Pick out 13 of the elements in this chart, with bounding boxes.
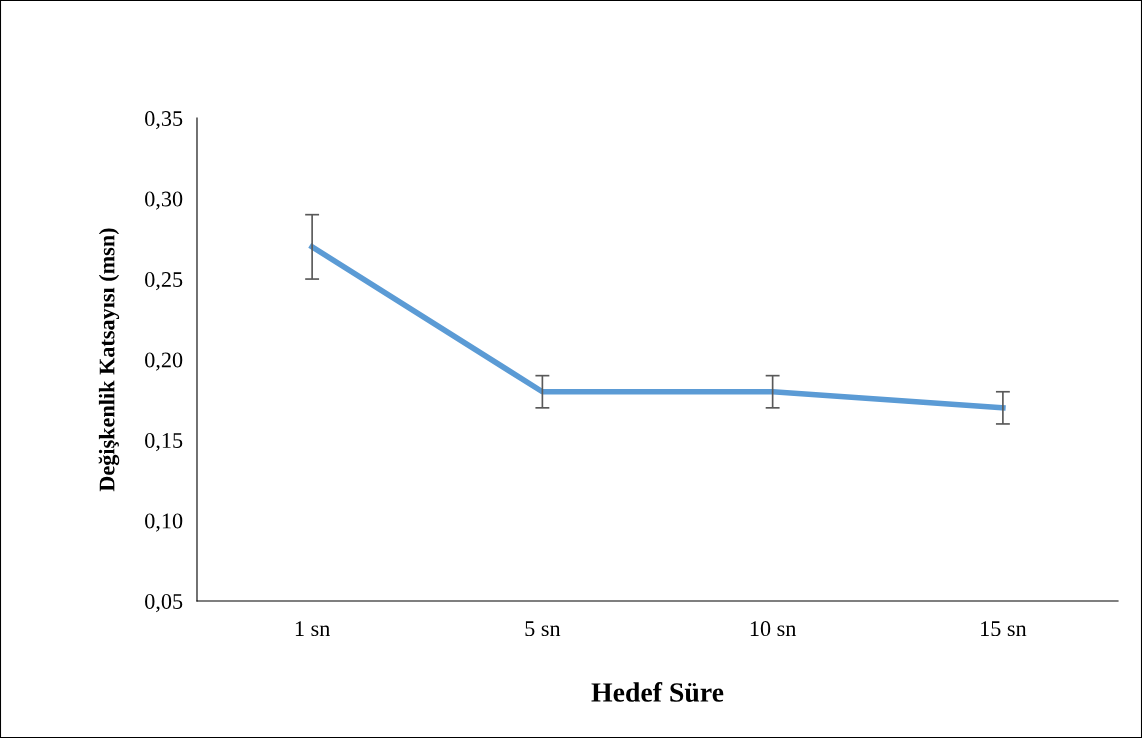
x-tick-label: 15 sn <box>981 621 1027 637</box>
x-tick-label: 10 sn <box>750 621 797 637</box>
x-axis-title: Hedef Süre <box>591 682 724 702</box>
y-tick-label: 0,15 <box>145 432 183 452</box>
y-axis-title: Değişkenlik Katsayısı (msn) <box>98 228 120 492</box>
y-tick-label: 0,05 <box>145 593 183 613</box>
x-tick-label: 5 sn <box>525 621 561 637</box>
y-tick-label: 0,35 <box>145 111 183 130</box>
x-tick-label: 1 sn <box>295 621 330 637</box>
y-tick-label: 0,25 <box>145 271 183 291</box>
y-tick-label: 0,20 <box>145 352 183 371</box>
y-tick-label: 0,10 <box>145 513 183 532</box>
y-tick-label: 0,30 <box>145 191 183 210</box>
